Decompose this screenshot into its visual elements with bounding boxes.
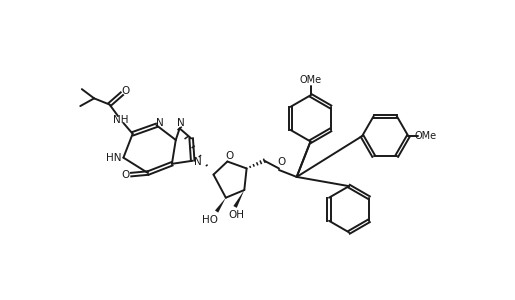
Text: HO: HO (202, 215, 218, 225)
Polygon shape (215, 198, 226, 213)
Text: O: O (277, 157, 285, 167)
Text: O: O (226, 151, 234, 161)
Text: OMe: OMe (414, 131, 436, 141)
Text: HN: HN (106, 153, 121, 163)
Text: O: O (122, 86, 130, 96)
Text: N: N (194, 157, 202, 167)
Polygon shape (233, 190, 244, 208)
Text: OH: OH (229, 210, 245, 220)
Text: N: N (177, 118, 185, 128)
Text: N: N (156, 118, 163, 128)
Text: OMe: OMe (299, 75, 321, 85)
Text: O: O (122, 169, 130, 180)
Text: NH: NH (113, 115, 128, 125)
